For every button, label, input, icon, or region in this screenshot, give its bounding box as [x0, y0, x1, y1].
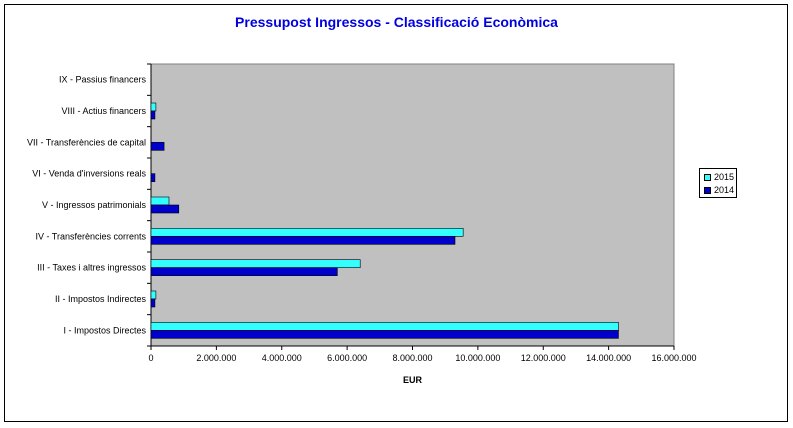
x-axis-title: EUR — [403, 375, 423, 385]
x-tick-label: 4.000.000 — [262, 353, 302, 363]
legend-label-2015: 2015 — [714, 172, 735, 182]
category-label: VIII - Actius financers — [61, 106, 146, 116]
bar-2015 — [150, 196, 170, 206]
legend-label-2014: 2014 — [714, 185, 735, 195]
category-label: I - Impostos Directes — [63, 325, 146, 335]
bar-2014 — [150, 298, 156, 308]
legend-swatch-2014 — [704, 187, 711, 195]
x-tick-label: 12.000.000 — [521, 353, 566, 363]
x-tick-label: 6.000.000 — [327, 353, 367, 363]
bar-2015 — [150, 322, 619, 331]
x-tick-label: 2.000.000 — [196, 353, 236, 363]
bar-2014 — [150, 110, 156, 120]
category-label: IV - Transferències corrents — [35, 231, 146, 241]
category-label: V - Ingressos patrimonials — [42, 200, 147, 210]
bar-2014 — [150, 236, 456, 245]
category-label: II - Impostos Indirectes — [55, 294, 147, 304]
legend: 2015 2014 — [699, 168, 737, 198]
bar-2015 — [150, 290, 157, 300]
bar-2014 — [150, 142, 165, 151]
x-tick-label: 10.000.000 — [455, 353, 500, 363]
bar-2014 — [150, 330, 619, 339]
x-tick-label: 0 — [148, 353, 153, 363]
bar-2014 — [150, 267, 338, 276]
legend-item-2015: 2015 — [704, 172, 734, 182]
legend-swatch-2015 — [704, 174, 711, 182]
category-label: III - Taxes i altres ingressos — [37, 263, 146, 273]
bar-2015 — [150, 102, 157, 112]
x-tick-label: 8.000.000 — [392, 353, 432, 363]
bar-2015 — [150, 259, 361, 268]
legend-item-2014: 2014 — [704, 185, 734, 195]
x-tick-label: 14.000.000 — [586, 353, 631, 363]
category-label: VII - Transferències de capital — [27, 137, 146, 147]
bar-2014 — [150, 173, 156, 182]
plot-area — [150, 63, 675, 347]
x-tick-label: 16.000.000 — [651, 353, 696, 363]
category-label: VI - Venda d'inversions reals — [32, 169, 146, 179]
bar-2015 — [150, 228, 464, 237]
bar-2014 — [150, 204, 180, 214]
category-label: IX - Passius financers — [59, 75, 147, 85]
chart-title: Pressupost Ingressos - Classificació Eco… — [235, 14, 558, 30]
